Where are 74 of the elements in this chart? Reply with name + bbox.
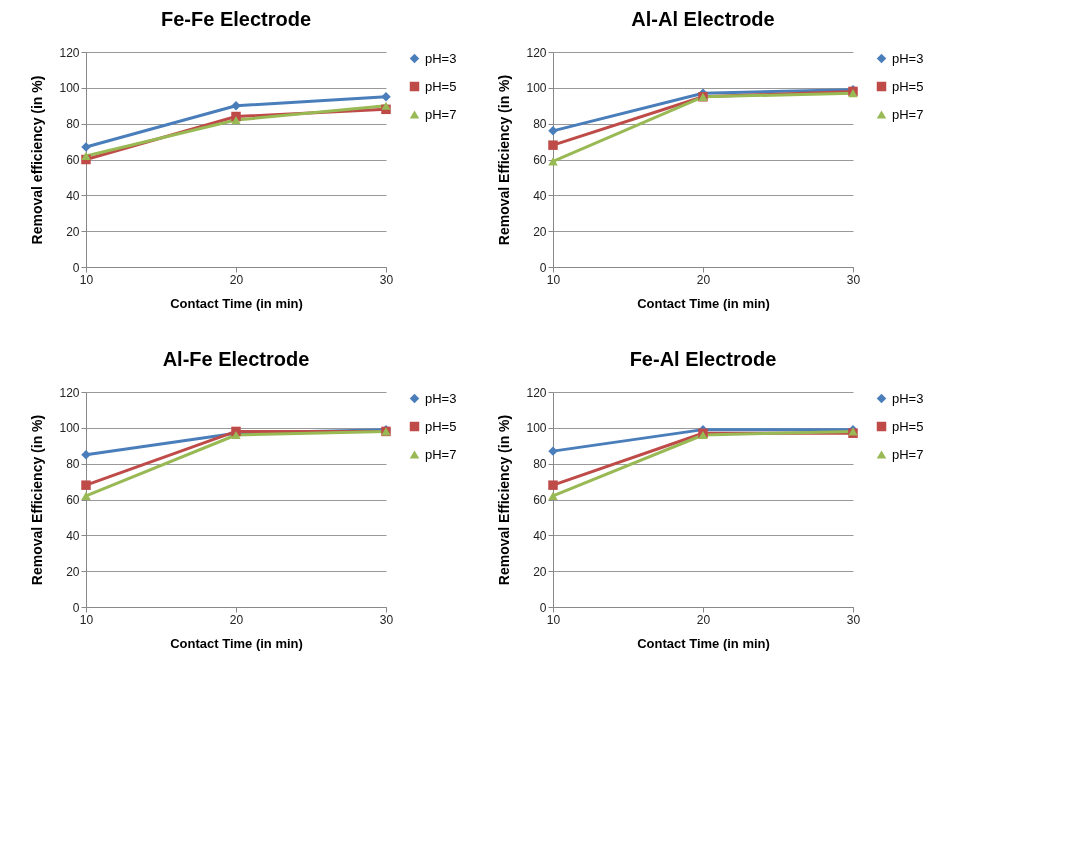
y-tick-label: 100 (59, 421, 80, 436)
y-tick-label: 0 (72, 260, 80, 275)
y-tick-label: 80 (66, 117, 80, 132)
y-tick-label: 40 (533, 528, 547, 543)
y-tick-label: 100 (59, 81, 80, 96)
x-axis-title: Contact Time (in min) (637, 635, 770, 651)
y-tick-label: 20 (66, 224, 80, 239)
y-tick-label: 100 (526, 421, 547, 436)
y-tick-label: 120 (59, 385, 80, 400)
legend-label: pH=3 (425, 390, 457, 406)
legend-label: pH=5 (892, 78, 924, 94)
x-tick-label: 10 (546, 272, 561, 287)
x-tick-label: 20 (229, 272, 244, 287)
y-tick-label: 20 (533, 564, 547, 579)
x-tick-label: 20 (696, 612, 711, 627)
x-tick-label: 20 (696, 272, 711, 287)
y-tick-label: 40 (66, 528, 80, 543)
y-axis-title: Removal Efficiency (in %) (29, 414, 46, 586)
y-tick-label: 0 (72, 600, 80, 615)
x-tick-label: 30 (846, 272, 861, 287)
y-tick-label: 60 (533, 493, 547, 507)
y-tick-label: 120 (59, 45, 80, 60)
x-axis-title: Contact Time (in min) (170, 295, 303, 311)
x-tick-label: 30 (379, 272, 394, 287)
x-tick-label: 10 (79, 612, 94, 627)
legend-label: pH=7 (892, 446, 924, 462)
x-axis-title: Contact Time (in min) (637, 295, 770, 311)
legend-label: pH=3 (892, 50, 924, 66)
chart-title: Fe-Al Electrode (629, 348, 777, 370)
y-axis-title: Removal efficiency (in %) (29, 75, 46, 245)
x-tick-label: 20 (229, 612, 244, 627)
y-tick-label: 40 (66, 188, 80, 203)
x-tick-label: 10 (79, 272, 94, 287)
y-tick-label: 0 (539, 260, 547, 275)
y-tick-label: 100 (526, 81, 547, 96)
point (81, 151, 91, 161)
point (231, 115, 241, 125)
x-tick-label: 30 (379, 612, 394, 627)
point (548, 491, 558, 501)
point (381, 101, 391, 110)
y-tick-label: 80 (66, 457, 80, 472)
x-axis-title: Contact Time (in min) (170, 635, 303, 651)
y-tick-label: 120 (526, 45, 547, 60)
point (548, 157, 558, 166)
legend-label: pH=7 (425, 446, 457, 462)
legend-label: pH=5 (425, 78, 457, 94)
point (81, 480, 91, 490)
legend-label: pH=5 (892, 418, 924, 434)
y-tick-label: 80 (533, 457, 547, 472)
chart-title: Fe-Fe Electrode (160, 8, 312, 30)
point (548, 140, 558, 150)
y-axis-title: Removal Efficiency (in %) (496, 74, 513, 246)
y-tick-label: 0 (539, 600, 547, 615)
y-tick-label: 60 (66, 153, 80, 167)
y-tick-label: 120 (526, 385, 547, 400)
x-tick-label: 30 (846, 612, 861, 627)
chart-title: Al-Al Electrode (631, 8, 775, 30)
y-axis-title: Removal Efficiency (in %) (496, 414, 513, 586)
chart-title: Al-Fe Electrode (162, 348, 310, 370)
y-tick-label: 20 (533, 224, 547, 239)
legend-label: pH=7 (425, 106, 457, 122)
legend-label: pH=3 (425, 50, 457, 66)
legend-label: pH=7 (892, 106, 924, 122)
y-tick-label: 60 (533, 153, 547, 167)
y-tick-label: 40 (533, 188, 547, 203)
point (548, 480, 558, 490)
x-tick-label: 10 (546, 612, 561, 627)
y-tick-label: 60 (66, 493, 80, 507)
point (81, 449, 91, 460)
y-tick-label: 20 (66, 564, 80, 579)
legend-label: pH=5 (425, 418, 457, 434)
legend-label: pH=3 (892, 390, 924, 406)
y-tick-label: 80 (533, 117, 547, 132)
point (81, 491, 91, 501)
